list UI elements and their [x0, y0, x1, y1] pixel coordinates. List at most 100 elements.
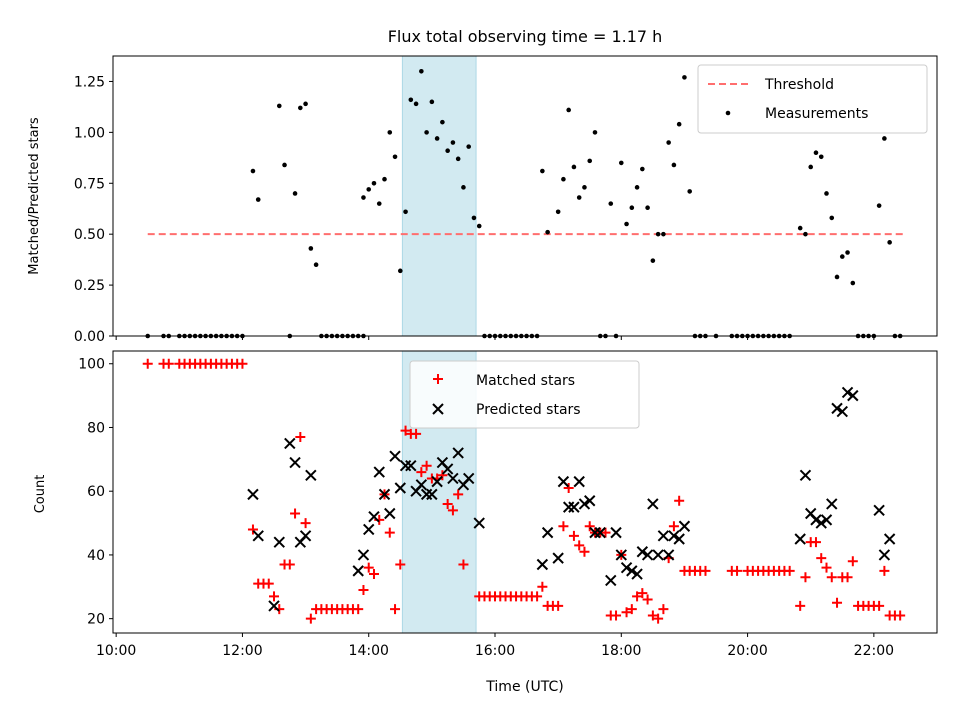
measurement-point [829, 215, 835, 221]
matched-star-marker [290, 508, 301, 519]
matched-star-marker [642, 594, 653, 605]
matched-star-marker [574, 540, 585, 551]
matched-star-marker [895, 610, 906, 621]
measurement-point [850, 280, 856, 286]
predicted-star-marker [373, 466, 385, 478]
measurement-point [308, 246, 314, 251]
matched-star-marker [537, 581, 548, 592]
predicted-star-marker [647, 498, 659, 510]
predicted-star-marker [636, 546, 649, 558]
matched-star-marker [579, 546, 590, 557]
predicted-star-marker [810, 514, 822, 526]
legend-measurements-label: Measurements [765, 106, 868, 122]
matched-stars-layer [142, 358, 906, 624]
bottom-x-tick-label: 12:00 [222, 643, 262, 659]
predicted-star-marker [662, 549, 675, 561]
bottom-x-tick-label: 22:00 [854, 643, 894, 659]
measurement-point [671, 162, 677, 168]
matched-star-marker [390, 604, 401, 615]
predicted-star-marker [357, 549, 370, 561]
bottom-legend: Matched stars Predicted stars [409, 360, 640, 429]
bottom-x-tick-label: 14:00 [349, 643, 389, 659]
top-y-tick-label: 0.75 [74, 176, 105, 192]
measurement-point [629, 205, 635, 211]
measurement-point [292, 191, 298, 196]
measurement-point [587, 158, 593, 164]
matched-star-marker [163, 358, 174, 369]
measurement-point [461, 185, 466, 190]
predicted-star-marker [873, 504, 885, 517]
measurement-point [419, 68, 424, 74]
bottom-y-tick-label: 20 [87, 612, 105, 628]
measurement-point [845, 250, 850, 255]
predicted-star-marker [394, 482, 407, 494]
top-y-tick-label: 0.00 [74, 329, 105, 345]
measurement-point [413, 101, 419, 107]
predicted-star-marker [473, 517, 485, 529]
matched-star-marker [847, 556, 858, 567]
measurement-point [824, 191, 829, 196]
matched-star-marker [384, 527, 395, 538]
matched-star-marker [400, 425, 411, 436]
predicted-star-marker [841, 386, 854, 399]
matched-star-marker [305, 613, 316, 624]
predicted-star-marker [652, 549, 664, 561]
bottom-x-tick-label: 10:00 [96, 643, 136, 659]
predicted-star-marker [605, 574, 617, 587]
predicted-star-marker [541, 526, 554, 539]
matched-star-marker [568, 530, 579, 541]
predicted-star-marker [615, 549, 627, 561]
bottom-y-tick-label: 40 [87, 548, 105, 564]
predicted-star-marker [299, 530, 312, 542]
matched-star-marker [353, 604, 364, 615]
matched-star-marker [247, 524, 258, 535]
predicted-star-marker [252, 530, 264, 542]
predicted-star-marker [820, 514, 833, 526]
measurement-point [397, 268, 403, 274]
matched-star-marker [295, 432, 306, 443]
measurement-point [887, 240, 892, 245]
matched-star-marker [363, 562, 374, 573]
matched-star-marker [558, 521, 569, 532]
measurement-point [408, 97, 414, 103]
measurement-point [361, 195, 366, 200]
bottom-y-axis-ticks: 20 40 60 80 100 [78, 357, 113, 628]
measurement-point [282, 162, 287, 168]
predicted-star-marker [831, 402, 843, 415]
measurement-point [403, 209, 408, 215]
matched-star-marker [621, 607, 632, 618]
matched-star-marker [874, 600, 885, 611]
measurement-point [634, 185, 640, 190]
matched-star-marker [269, 591, 280, 602]
matched-star-marker [532, 591, 543, 602]
count-panel: 20 40 60 80 100 10:00 12:00 14:00 16:00 18:00 20:… [33, 350, 938, 695]
matched-star-marker [626, 604, 637, 615]
measurement-point [450, 140, 456, 145]
measurement-point [687, 189, 692, 194]
predicted-star-marker [557, 475, 570, 488]
measurement-point [666, 140, 671, 145]
measurement-point [803, 231, 808, 237]
predicted-star-marker [594, 526, 606, 539]
measurement-point [366, 187, 372, 192]
measurement-point [818, 154, 824, 160]
measurement-point [371, 180, 377, 186]
predicted-star-marker [799, 469, 812, 481]
legend-matched-swatch [433, 374, 443, 384]
matched-star-marker [442, 498, 453, 509]
predicted-star-marker [883, 533, 896, 545]
measurement-point [445, 148, 450, 153]
predicted-star-marker [368, 510, 380, 523]
predicted-star-marker [536, 558, 549, 571]
measurement-point [392, 154, 398, 160]
measurement-point [376, 201, 382, 206]
bottom-legend-box [409, 360, 640, 429]
matched-star-marker [421, 460, 432, 471]
matched-star-marker [795, 600, 806, 611]
predicted-star-marker [573, 475, 585, 488]
predicted-star-marker [378, 488, 391, 501]
bottom-y-tick-label: 60 [87, 484, 105, 500]
measurement-point [661, 231, 666, 237]
predicted-star-marker [352, 565, 364, 577]
